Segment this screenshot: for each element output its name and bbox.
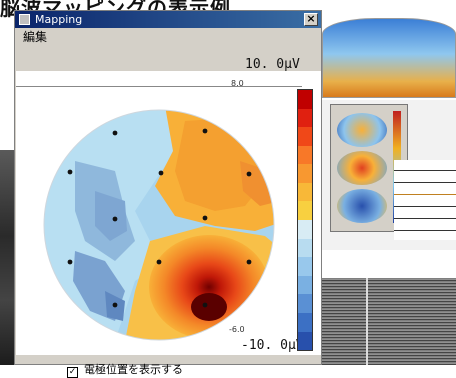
min-value-label: -10. 0μV (241, 338, 304, 353)
background-photo (0, 150, 18, 365)
mapping-window: Mapping × 編集 10. 0μV 8.0 (14, 10, 322, 378)
colorbar-segment-4 (298, 164, 312, 183)
colorbar-segment-11 (298, 294, 312, 313)
colorbar-segment-2 (298, 127, 312, 146)
colorbar-segment-9 (298, 257, 312, 276)
screenshot-collage (322, 0, 456, 365)
collage-waveforms (394, 160, 456, 240)
collage-eeg-raster (322, 278, 456, 365)
collage-topomap-image (322, 18, 456, 98)
scale-top-label: 8.0 (231, 79, 244, 88)
collage-minimap-3 (337, 189, 387, 223)
topographic-map (43, 109, 275, 341)
max-value-label: 10. 0μV (245, 57, 300, 72)
collage-divider (366, 278, 368, 365)
menu-bar: 編集 (15, 28, 321, 46)
scale-bottom-label: -6.0 (229, 325, 245, 334)
colorbar-segment-0 (298, 90, 312, 109)
show-electrodes-checkbox[interactable]: ✓ (67, 367, 78, 378)
colorbar-segment-1 (298, 108, 312, 128)
panel-divider (16, 86, 302, 87)
collage-minimap-1 (337, 113, 387, 147)
colorbar-segment-13 (298, 331, 312, 351)
close-button[interactable]: × (304, 13, 318, 26)
colorbar-segment-10 (298, 275, 312, 295)
map-fill (44, 110, 274, 340)
app-icon (19, 14, 30, 25)
window-title: Mapping (35, 13, 83, 26)
colorbar-segment-3 (298, 145, 312, 165)
show-electrodes-option[interactable]: ✓ 電極位置を表示する (67, 361, 183, 378)
collage-minimap-2 (337, 151, 387, 185)
colorbar-segment-7 (298, 220, 312, 239)
colorbar-segment-12 (298, 312, 312, 332)
colorbar-segment-6 (298, 201, 312, 221)
electrode-markers (67, 128, 252, 308)
color-scale-bar (297, 89, 313, 351)
colorbar-segment-5 (298, 182, 312, 202)
head-outline (43, 109, 275, 341)
menu-item-edit[interactable]: 編集 (23, 30, 48, 44)
colorbar-segment-8 (298, 238, 312, 258)
title-bar[interactable]: Mapping × (15, 11, 321, 28)
